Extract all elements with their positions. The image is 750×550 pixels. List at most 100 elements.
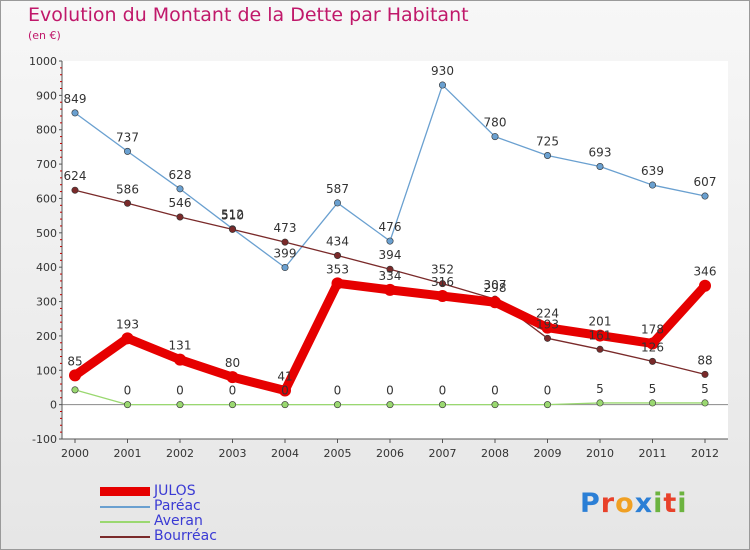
- data-label-julos: 201: [589, 315, 612, 329]
- data-label-bourreac: 161: [589, 328, 612, 342]
- point-julos: [226, 371, 239, 384]
- x-tick-label: 2007: [429, 447, 457, 460]
- point-bourreac: [124, 199, 132, 207]
- x-tick-label: 2006: [376, 447, 404, 460]
- point-averan: [281, 401, 289, 409]
- data-label-julos: 131: [169, 339, 192, 353]
- data-label-averan: 0: [334, 384, 342, 398]
- legend-label-bourreac: Bourréac: [154, 528, 217, 544]
- data-label-pareac: 725: [536, 135, 559, 149]
- point-julos: [699, 279, 711, 292]
- logo-letter: o: [615, 488, 635, 519]
- legend-swatch-pareac: [100, 505, 150, 508]
- point-julos: [646, 337, 659, 350]
- chart-title: Evolution du Montant de la Dette par Hab…: [28, 4, 469, 26]
- data-label-pareac: 693: [589, 145, 612, 159]
- data-label-pareac: 930: [431, 64, 454, 78]
- y-tick-label: 600: [36, 192, 57, 205]
- legend-item-bourreac: Bourréac: [100, 529, 217, 544]
- x-tick-label: 2010: [586, 447, 614, 460]
- point-julos: [489, 296, 501, 309]
- data-label-pareac: 476: [379, 220, 402, 234]
- point-pareac: [491, 133, 499, 141]
- point-pareac: [596, 162, 604, 170]
- x-tick-label: 2005: [324, 447, 352, 460]
- data-label-pareac: 607: [694, 175, 717, 189]
- data-label-averan: 0: [386, 384, 394, 398]
- data-label-julos: 85: [67, 354, 82, 368]
- data-label-julos: 178: [641, 322, 664, 336]
- y-tick-label: 500: [36, 227, 57, 240]
- point-julos: [121, 332, 134, 345]
- data-label-bourreac: 394: [379, 248, 402, 262]
- legend-swatch-julos: [100, 487, 150, 496]
- data-label-bourreac: 586: [116, 182, 139, 196]
- y-tick-label: 700: [36, 158, 57, 171]
- point-julos: [541, 321, 554, 334]
- point-averan: [71, 386, 79, 394]
- point-julos: [69, 369, 81, 382]
- data-label-julos: 193: [116, 317, 139, 331]
- data-label-bourreac: 546: [169, 196, 192, 210]
- legend-swatch-averan: [100, 520, 150, 523]
- data-label-averan: 0: [491, 384, 499, 398]
- data-label-bourreac: 193: [536, 317, 559, 331]
- point-averan: [229, 401, 237, 409]
- legend-item-julos: JULOS: [100, 484, 217, 499]
- data-label-julos: 346: [694, 265, 717, 279]
- y-tick-label: 300: [36, 296, 57, 309]
- legend-label-julos: JULOS: [154, 483, 196, 499]
- chart-subtitle: (en €): [28, 29, 61, 42]
- data-label-pareac: 849: [64, 92, 87, 106]
- point-pareac: [124, 147, 132, 155]
- x-tick-label: 2000: [61, 447, 89, 460]
- legend-label-pareac: Paréac: [154, 498, 201, 514]
- point-averan: [491, 401, 499, 409]
- data-label-pareac: 628: [169, 168, 192, 182]
- data-label-julos: 224: [536, 307, 559, 321]
- x-tick-label: 2011: [639, 447, 667, 460]
- point-pareac: [176, 185, 184, 193]
- point-bourreac: [596, 345, 604, 353]
- point-averan: [596, 399, 604, 407]
- point-averan: [176, 401, 184, 409]
- logo-letter: i: [677, 488, 688, 519]
- legend-swatch-bourreac: [100, 535, 150, 538]
- point-averan: [333, 401, 341, 409]
- data-label-julos: 298: [484, 281, 507, 295]
- point-julos: [279, 384, 291, 397]
- data-label-pareac: 780: [484, 116, 507, 130]
- point-bourreac: [281, 238, 289, 246]
- data-label-julos: 334: [379, 269, 402, 283]
- data-label-pareac: 399: [274, 247, 297, 261]
- x-tick-label: 2009: [534, 447, 562, 460]
- point-pareac: [543, 152, 551, 160]
- logo-letter: P: [580, 488, 601, 519]
- data-label-bourreac: 126: [641, 340, 664, 354]
- data-label-pareac: 639: [641, 164, 664, 178]
- data-label-averan: 5: [649, 382, 657, 396]
- data-label-averan: 0: [176, 384, 184, 398]
- data-label-julos: 353: [326, 262, 349, 276]
- data-label-bourreac: 510: [221, 208, 244, 222]
- legend-item-averan: Averan: [100, 514, 217, 529]
- point-bourreac: [333, 251, 341, 259]
- legend: JULOS Paréac Averan Bourréac: [100, 484, 217, 544]
- point-averan: [648, 399, 656, 407]
- point-pareac: [438, 81, 446, 89]
- point-averan: [124, 401, 132, 409]
- x-tick-label: 2004: [271, 447, 299, 460]
- x-tick-label: 2008: [481, 447, 509, 460]
- data-label-julos: 316: [431, 275, 454, 289]
- data-label-averan: 0: [544, 384, 552, 398]
- y-tick-label: 900: [36, 89, 57, 102]
- y-tick-label: 800: [36, 124, 57, 137]
- data-label-averan: 5: [701, 382, 709, 396]
- point-bourreac: [438, 280, 446, 288]
- x-tick-label: 2002: [166, 447, 194, 460]
- point-pareac: [386, 237, 394, 245]
- point-bourreac: [176, 213, 184, 221]
- data-label-bourreac: 307: [484, 278, 507, 292]
- logo-letter: i: [653, 488, 664, 519]
